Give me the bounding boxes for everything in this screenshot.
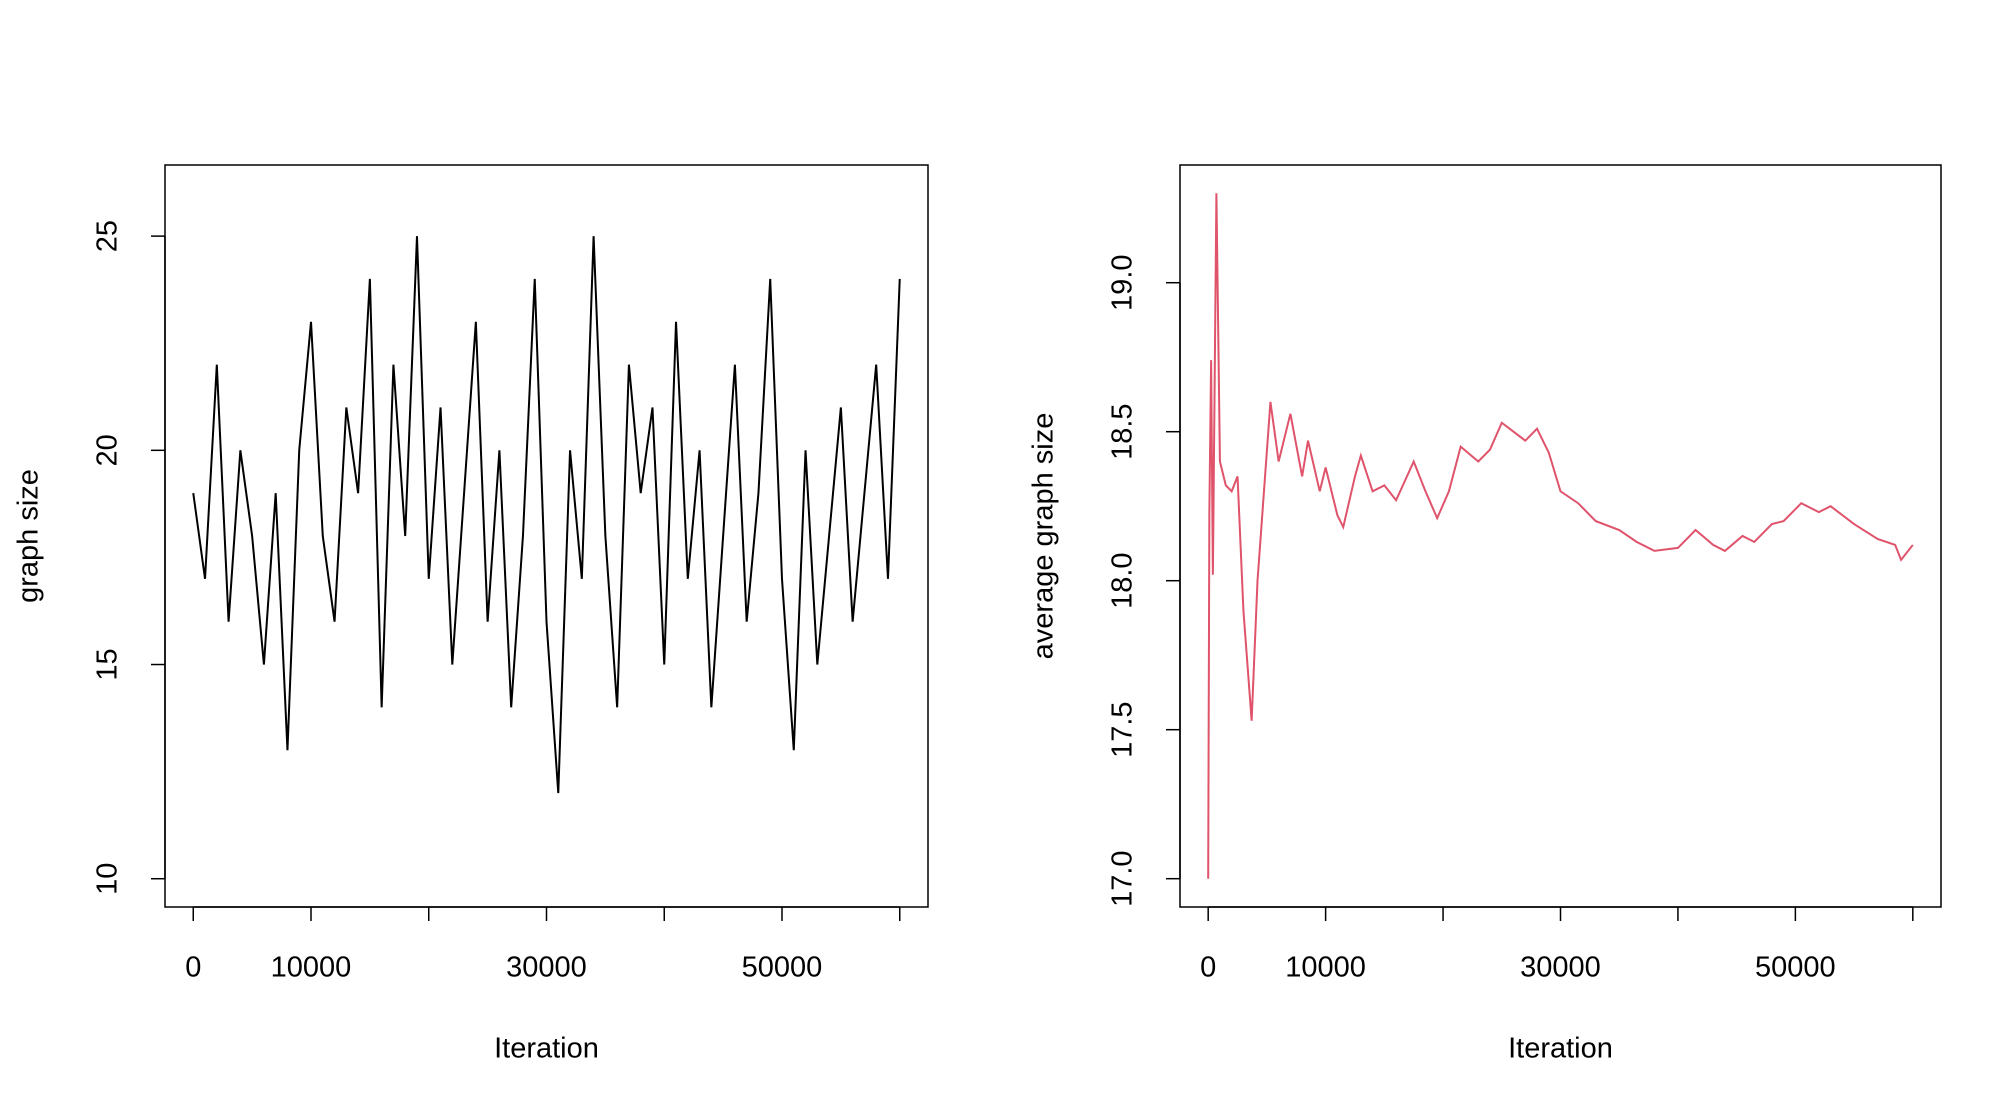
y-axis-label: graph size bbox=[13, 469, 45, 603]
y-tick-label: 18.0 bbox=[1107, 552, 1139, 608]
x-tick-label: 0 bbox=[185, 952, 201, 984]
y-axis-label: average graph size bbox=[1028, 413, 1060, 660]
x-axis-label: Iteration bbox=[1508, 1033, 1613, 1065]
x-tick-label: 10000 bbox=[271, 952, 352, 984]
plot-box bbox=[164, 164, 929, 908]
plot-box bbox=[1179, 164, 1942, 908]
y-tick-label: 19.0 bbox=[1107, 254, 1139, 310]
y-tick-label: 10 bbox=[92, 863, 124, 895]
x-axis-label: Iteration bbox=[494, 1033, 599, 1065]
x-tick-label: 50000 bbox=[1755, 952, 1836, 984]
data-line bbox=[192, 236, 901, 794]
data-line bbox=[1207, 193, 1914, 879]
x-tick-label: 30000 bbox=[1520, 952, 1601, 984]
y-tick-label: 18.5 bbox=[1107, 403, 1139, 459]
x-tick-label: 30000 bbox=[506, 952, 587, 984]
x-tick-label: 10000 bbox=[1285, 952, 1366, 984]
x-tick-label: 0 bbox=[1200, 952, 1216, 984]
x-tick-label: 50000 bbox=[742, 952, 823, 984]
y-tick-label: 25 bbox=[92, 220, 124, 252]
y-tick-label: 15 bbox=[92, 648, 124, 680]
y-tick-label: 17.0 bbox=[1107, 850, 1139, 906]
y-tick-label: 17.5 bbox=[1107, 701, 1139, 757]
y-tick-label: 20 bbox=[92, 434, 124, 466]
